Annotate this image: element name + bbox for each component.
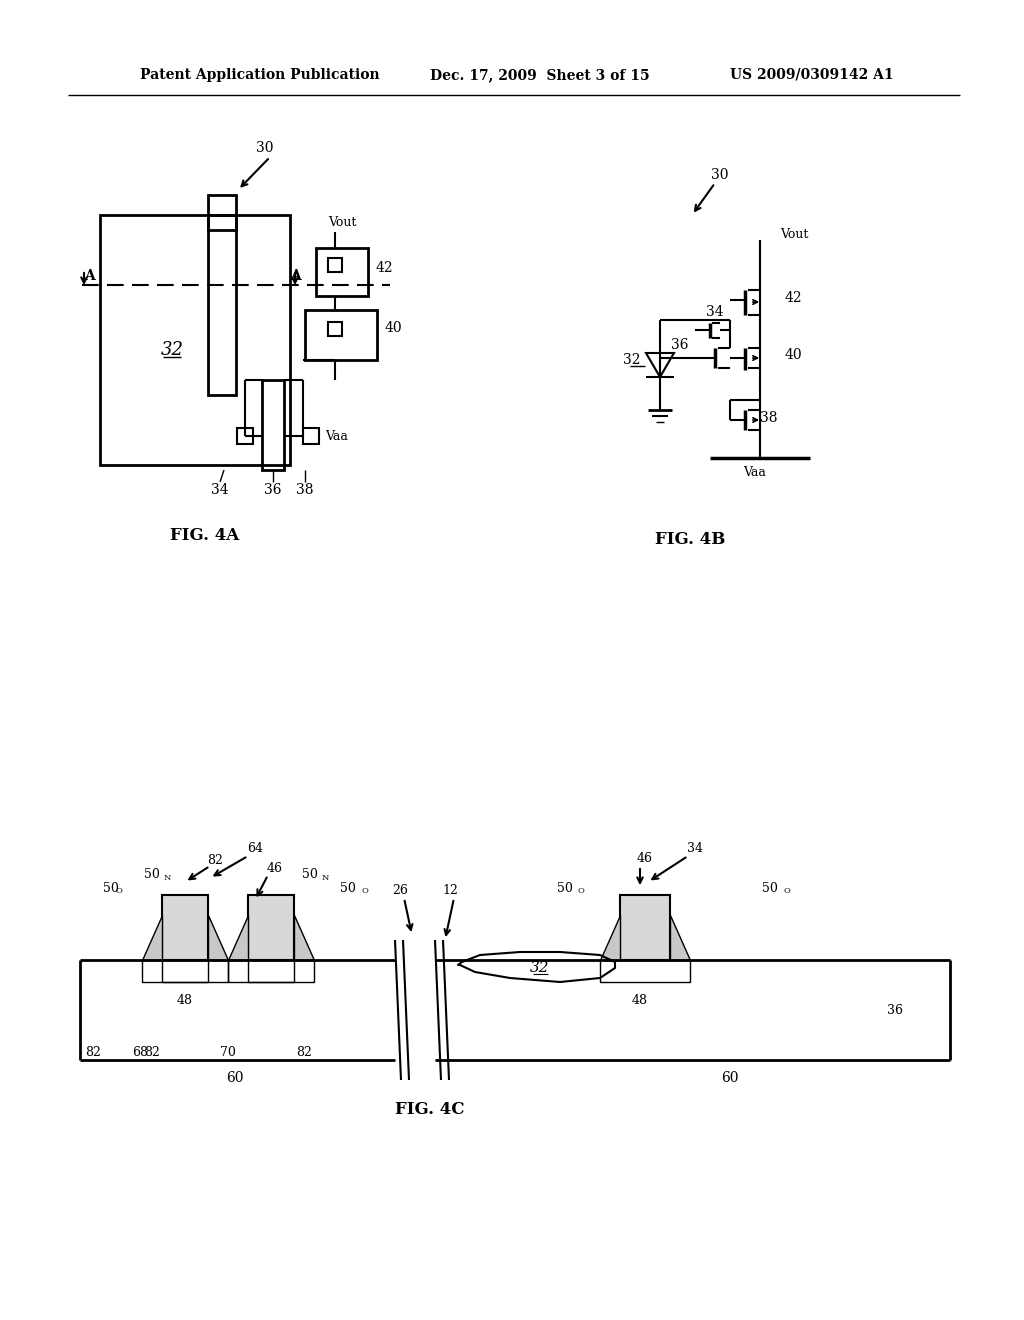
Polygon shape [208,915,228,960]
Bar [248,960,294,982]
Text: 30: 30 [712,168,729,182]
Text: O: O [361,887,368,895]
Text: 12: 12 [442,883,458,896]
Text: O: O [116,887,123,895]
Text: 48: 48 [177,994,193,1006]
Text: 82: 82 [296,1045,312,1059]
Text: 40: 40 [785,348,803,362]
Text: 34: 34 [211,483,228,498]
Text: O: O [578,887,585,895]
Text: 64: 64 [247,842,263,854]
Polygon shape [670,915,690,960]
Text: Patent Application Publication: Patent Application Publication [140,69,380,82]
Text: 36: 36 [672,338,689,352]
Text: 34: 34 [707,305,724,319]
Text: 70: 70 [220,1045,236,1059]
Text: 26: 26 [392,883,408,896]
Bar [328,322,342,337]
Bar [208,195,236,230]
Text: 34: 34 [687,842,703,854]
Text: 50: 50 [557,882,573,895]
Text: A: A [84,269,95,282]
Text: 60: 60 [226,1071,244,1085]
Text: Vaa: Vaa [325,429,348,442]
Text: 50: 50 [144,869,160,882]
Text: 38: 38 [760,411,777,425]
Text: 82: 82 [144,1045,160,1059]
Bar [262,380,284,470]
Text: US 2009/0309142 A1: US 2009/0309142 A1 [730,69,894,82]
Text: N: N [164,874,171,882]
Bar [228,960,314,982]
Polygon shape [600,915,620,960]
Text: Vout: Vout [780,228,808,242]
Text: 50: 50 [762,882,778,895]
Text: N: N [322,874,330,882]
Text: 48: 48 [632,994,648,1006]
Text: 50: 50 [302,869,317,882]
Text: 50: 50 [340,882,356,895]
Text: FIG. 4A: FIG. 4A [170,527,240,544]
Bar [142,960,228,982]
Text: 40: 40 [385,321,402,335]
Text: FIG. 4B: FIG. 4B [654,532,725,549]
Bar [237,428,253,444]
Text: 36: 36 [887,1003,903,1016]
Bar [316,248,368,296]
Bar [208,215,236,395]
Text: 82: 82 [207,854,223,866]
Text: 32: 32 [530,961,550,975]
Text: O: O [783,887,790,895]
Text: 38: 38 [296,483,313,498]
Bar [162,960,208,982]
Text: 36: 36 [264,483,282,498]
Text: 60: 60 [721,1071,738,1085]
Text: 82: 82 [85,1045,101,1059]
Bar [620,895,670,960]
Text: Dec. 17, 2009  Sheet 3 of 15: Dec. 17, 2009 Sheet 3 of 15 [430,69,649,82]
Text: A: A [290,269,300,282]
Text: 32: 32 [161,341,183,359]
Bar [162,895,208,960]
Bar [303,428,319,444]
Text: 68: 68 [132,1045,148,1059]
Text: Vaa: Vaa [743,466,766,479]
Polygon shape [294,915,314,960]
Text: FIG. 4C: FIG. 4C [395,1101,465,1118]
Bar [305,310,377,360]
Text: 50: 50 [103,882,119,895]
Text: Vout: Vout [328,215,356,228]
Text: 42: 42 [785,290,803,305]
Bar [248,895,294,960]
Polygon shape [142,915,162,960]
Polygon shape [228,915,248,960]
Text: 32: 32 [623,352,640,367]
Bar [328,257,342,272]
Text: 30: 30 [256,141,273,154]
Text: 46: 46 [267,862,283,874]
Bar [600,960,690,982]
Text: 46: 46 [637,851,653,865]
Bar [100,215,290,465]
Text: 42: 42 [376,261,393,275]
